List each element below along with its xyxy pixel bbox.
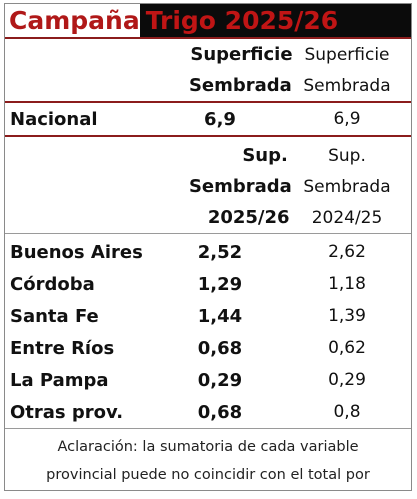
province-previous-value: 1,18 — [328, 274, 366, 294]
title-campaign: Campaña — [9, 6, 140, 35]
header-current-line1: Superficie — [190, 44, 293, 65]
footnote-line2: provincial puede no coincidir con el tot… — [46, 467, 370, 483]
footnote: Aclaración: la sumatoria de cada variabl… — [5, 429, 411, 489]
province-previous-value: 0,62 — [328, 338, 366, 358]
header-provincial: Sup. Sup. Sembrada Sembrada 2025/26 2024… — [5, 137, 411, 234]
table-row: Entre Ríos 0,68 0,62 — [5, 332, 411, 364]
header2-previous-line2: Sembrada — [303, 176, 391, 197]
header-empty-cell — [25, 70, 177, 101]
province-current-value: 1,29 — [197, 273, 243, 295]
province-current-value: 0,68 — [197, 401, 243, 423]
title-bar: Campaña Trigo 2025/26 — [5, 4, 411, 39]
header-previous-line1: Superficie — [304, 44, 390, 65]
national-row: Nacional 6,9 6,9 — [5, 103, 411, 137]
province-current-value: 1,44 — [197, 305, 243, 327]
table-row: Otras prov. 0,68 0,8 — [5, 396, 411, 428]
header2-previous-season: 2024/25 — [311, 207, 383, 228]
province-label: Buenos Aires — [10, 241, 143, 263]
header-national: Superficie Superficie Sembrada Sembrada — [5, 39, 411, 103]
provinces-body: Buenos Aires 2,52 2,62 Córdoba 1,29 1,18… — [5, 234, 411, 429]
province-current-value: 0,68 — [197, 337, 243, 359]
header-current-line2: Sembrada — [188, 75, 292, 96]
header-empty-cell — [26, 39, 178, 70]
province-label: Santa Fe — [10, 305, 99, 327]
table-row: Buenos Aires 2,52 2,62 — [5, 236, 411, 268]
table-row: Santa Fe 1,44 1,39 — [5, 300, 411, 332]
header-previous-line2: Sembrada — [303, 75, 391, 96]
province-previous-value: 2,62 — [328, 242, 366, 262]
province-label: Entre Ríos — [10, 337, 115, 359]
province-label: Córdoba — [10, 273, 95, 295]
header2-current-line1: Sup. — [242, 145, 288, 166]
header-empty-cell — [34, 202, 186, 233]
national-previous-value: 6,9 — [333, 109, 361, 129]
province-label: La Pampa — [10, 369, 109, 391]
title-crop-season: Trigo 2025/26 — [139, 4, 411, 37]
province-current-value: 2,52 — [197, 241, 243, 263]
national-current-value: 6,9 — [204, 108, 236, 130]
table-row: La Pampa 0,29 0,29 — [5, 364, 411, 396]
header2-previous-line1: Sup. — [328, 145, 366, 166]
header-empty-cell — [50, 140, 202, 171]
header2-current-line2: Sembrada — [188, 176, 292, 197]
province-previous-value: 0,29 — [328, 370, 366, 390]
footnote-line1: Aclaración: la sumatoria de cada variabl… — [57, 439, 359, 455]
province-current-value: 0,29 — [197, 369, 243, 391]
header2-current-season: 2025/26 — [207, 207, 290, 228]
province-previous-value: 1,39 — [328, 306, 366, 326]
province-label: Otras prov. — [10, 401, 124, 423]
province-previous-value: 0,8 — [333, 402, 361, 422]
national-label: Nacional — [10, 108, 98, 130]
header-empty-cell — [25, 171, 177, 202]
wheat-campaign-table: Campaña Trigo 2025/26 Superficie Superfi… — [4, 3, 412, 491]
table-row: Córdoba 1,29 1,18 — [5, 268, 411, 300]
